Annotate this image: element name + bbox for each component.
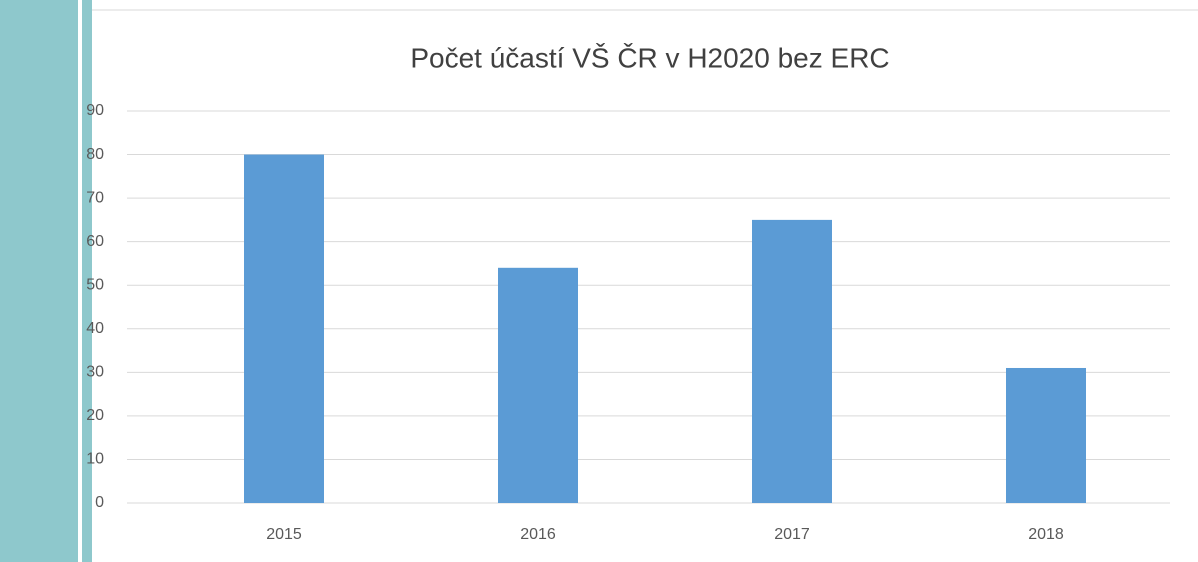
chart-title: Počet účastí VŠ ČR v H2020 bez ERC (410, 42, 889, 73)
side-band (82, 0, 92, 562)
y-tick-label: 70 (86, 189, 104, 206)
y-tick-label: 60 (86, 233, 104, 250)
side-band (0, 0, 78, 562)
x-tick-label: 2017 (774, 526, 810, 543)
y-tick-label: 0 (95, 494, 104, 511)
y-tick-label: 10 (86, 451, 104, 468)
bar (752, 219, 832, 503)
x-tick-label: 2015 (266, 526, 302, 543)
y-tick-label: 80 (86, 146, 104, 163)
x-tick-label: 2016 (520, 526, 556, 543)
y-tick-label: 50 (86, 276, 104, 293)
y-tick-label: 20 (86, 407, 104, 424)
bar (498, 267, 578, 503)
y-tick-label: 30 (86, 364, 104, 381)
y-tick-label: 40 (86, 320, 104, 337)
bar (244, 154, 324, 504)
y-tick-label: 90 (86, 102, 104, 119)
x-tick-label: 2018 (1028, 526, 1064, 543)
bar (1006, 367, 1086, 503)
